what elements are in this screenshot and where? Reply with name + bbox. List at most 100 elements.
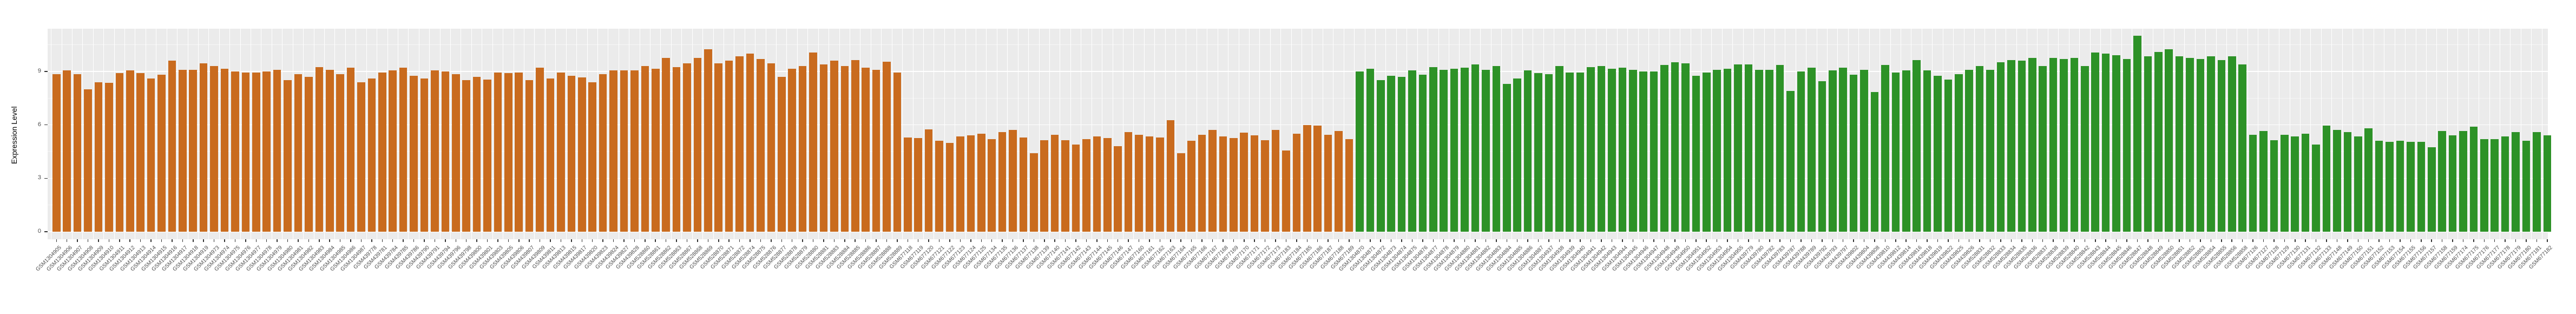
bar: [1461, 68, 1469, 232]
gridline-x: [681, 29, 682, 239]
bar: [1755, 69, 1763, 232]
x-tick-mark: [465, 239, 467, 242]
bar: [662, 58, 670, 232]
gridline-x: [597, 29, 598, 239]
bar: [1345, 139, 1353, 232]
x-tick-mark: [1244, 239, 1245, 242]
x-tick-mark: [613, 239, 614, 242]
bar: [1156, 137, 1164, 232]
gridline-x: [2016, 29, 2017, 239]
gridline-x: [1385, 29, 1386, 239]
x-tick-mark: [907, 239, 909, 242]
gridline-x: [2321, 29, 2322, 239]
bar: [1765, 69, 1774, 232]
bar: [578, 77, 586, 232]
gridline-x: [2216, 29, 2217, 239]
gridline-x: [797, 29, 798, 239]
gridline-x: [807, 29, 809, 239]
bar: [2543, 135, 2552, 232]
x-tick-mark: [2158, 239, 2159, 242]
x-tick-mark: [2441, 239, 2443, 242]
x-tick-mark: [1475, 239, 1476, 242]
gridline-x: [2037, 29, 2038, 239]
gridline-x: [1711, 29, 1712, 239]
bar: [735, 56, 744, 232]
x-tick-mark: [1653, 239, 1654, 242]
bar: [2070, 58, 2079, 232]
x-tick-mark: [287, 239, 288, 242]
bar: [52, 74, 61, 232]
gridline-x: [566, 29, 567, 239]
bar: [1818, 81, 1826, 232]
x-tick-mark: [161, 239, 162, 242]
x-tick-mark: [1863, 239, 1865, 242]
x-tick-mark: [1601, 239, 1602, 242]
bar: [1103, 138, 1112, 232]
y-tick-label: 0: [37, 228, 41, 234]
bar: [1608, 68, 1616, 232]
bar: [2354, 136, 2362, 232]
gridline-x: [429, 29, 430, 239]
x-tick-mark: [2305, 239, 2306, 242]
bar: [1996, 62, 2005, 232]
bar: [105, 83, 113, 232]
gridline-x: [1869, 29, 1870, 239]
gridline-x: [2510, 29, 2511, 239]
gridline-x: [660, 29, 661, 239]
x-tick-mark: [1811, 239, 1812, 242]
x-tick-mark: [2526, 239, 2527, 242]
gridline-x: [2310, 29, 2311, 239]
x-tick-mark: [1559, 239, 1560, 242]
x-tick-mark: [991, 239, 993, 242]
gridline-x: [1627, 29, 1628, 239]
x-tick-mark: [2389, 239, 2390, 242]
gridline-x: [2089, 29, 2091, 239]
x-tick-mark: [1580, 239, 1581, 242]
gridline-x: [450, 29, 451, 239]
bar: [1324, 134, 1332, 232]
x-tick-mark: [760, 239, 761, 242]
gridline-x: [1827, 29, 1828, 239]
gridline-x: [324, 29, 325, 239]
x-tick-mark: [1086, 239, 1087, 242]
bar: [1166, 120, 1175, 232]
bar: [504, 73, 512, 232]
bar: [714, 63, 723, 232]
x-tick-mark: [1706, 239, 1707, 242]
gridline-x: [902, 29, 903, 239]
gridline-x: [93, 29, 94, 239]
gridline-x: [303, 29, 304, 239]
gridline-x: [2405, 29, 2406, 239]
x-tick-mark: [1611, 239, 1613, 242]
bar: [893, 72, 902, 232]
bar: [904, 137, 912, 232]
gridline-x: [71, 29, 73, 239]
bar: [231, 71, 239, 232]
bar: [136, 73, 144, 232]
x-tick-mark: [1800, 239, 1802, 242]
bar: [1271, 130, 1280, 232]
bar: [2122, 58, 2131, 232]
x-tick-mark: [150, 239, 152, 242]
bar: [1713, 69, 1721, 232]
x-tick-mark: [1927, 239, 1928, 242]
x-tick-mark: [2221, 239, 2222, 242]
x-tick-mark: [833, 239, 835, 242]
bar: [1471, 64, 1480, 232]
x-tick-mark: [1527, 239, 1528, 242]
x-tick-mark: [2231, 239, 2232, 242]
x-tick-mark: [1328, 239, 1329, 242]
bar: [315, 67, 324, 232]
gridline-x: [1648, 29, 1649, 239]
x-tick-mark: [213, 239, 215, 242]
bar: [1061, 140, 1069, 232]
x-tick-mark: [1916, 239, 1917, 242]
bar: [1250, 135, 1259, 232]
x-tick-mark: [686, 239, 688, 242]
gridline-major-y: [48, 71, 2548, 72]
bar: [115, 73, 124, 232]
gridline-minor-y: [48, 44, 2548, 45]
x-tick-mark: [1380, 239, 1381, 242]
x-tick-mark: [529, 239, 530, 242]
bar: [325, 69, 334, 232]
